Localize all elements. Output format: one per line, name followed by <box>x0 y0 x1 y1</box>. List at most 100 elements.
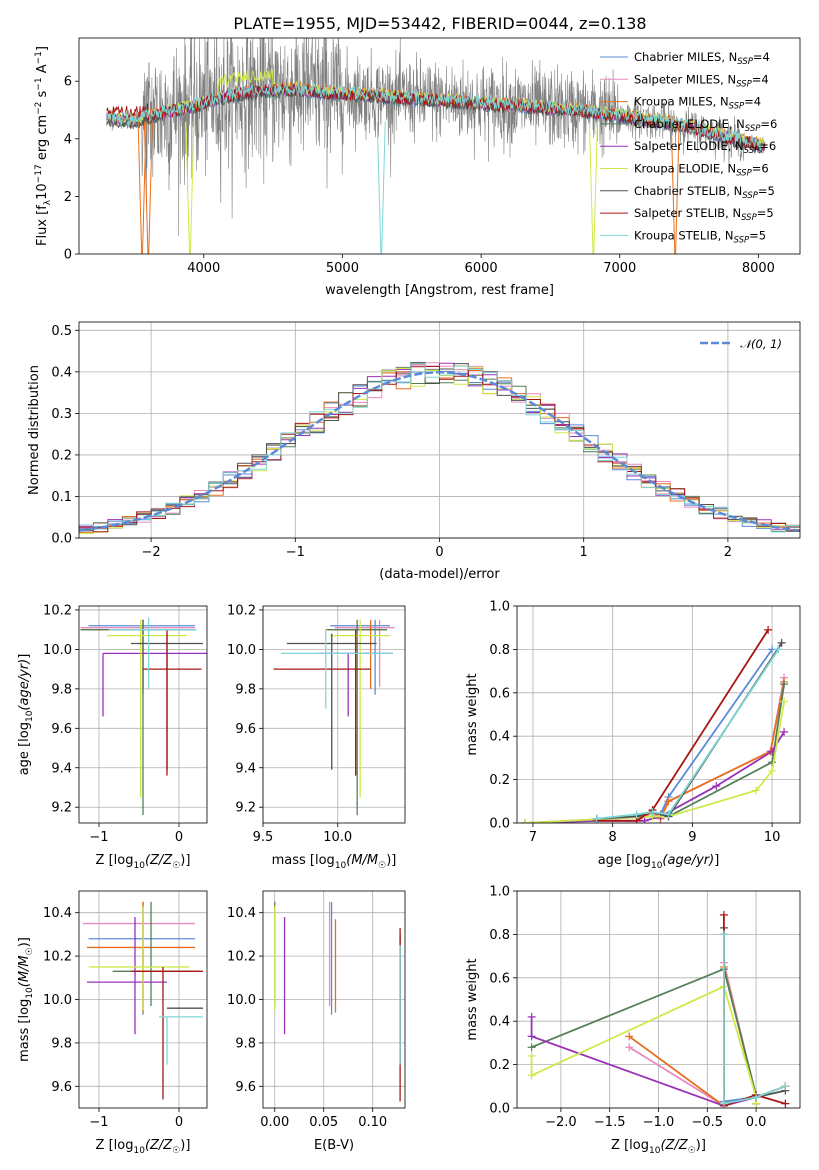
legend-label: Chabrier ELODIE, NSSP=6 <box>634 117 777 134</box>
absorption-dip <box>143 121 153 254</box>
y-label-part: −2 <box>34 102 44 115</box>
label-part: )] <box>696 1138 706 1153</box>
axes-frame <box>262 605 406 824</box>
label-part: )] <box>17 937 32 947</box>
mass-weight-marker <box>625 1032 634 1041</box>
y-tick-label: 10.0 <box>227 643 256 658</box>
mass-weight-marker <box>712 782 721 791</box>
mass-weight-marker <box>664 810 673 819</box>
plot-area <box>520 625 789 823</box>
label-part: ☉ <box>25 947 35 955</box>
y-tick-label: 0.0 <box>51 532 72 547</box>
y-axis-label: mass weight <box>465 673 480 755</box>
label-part: )] <box>180 1138 190 1153</box>
y-label-part: Flux [f <box>35 205 50 246</box>
y-tick-label: 0.4 <box>489 730 510 745</box>
y-label-part: −1 <box>34 77 44 90</box>
legend-sub: SSP <box>744 146 760 156</box>
legend-main: Salpeter ELODIE, N <box>634 139 744 153</box>
y-tick-label: 0 <box>64 248 72 263</box>
y-tick-label: 9.6 <box>51 1080 72 1095</box>
errorbar-point <box>107 619 187 798</box>
label-part: 10 <box>651 861 663 871</box>
x-tick-label: 4000 <box>187 261 220 276</box>
legend-tail: =6 <box>759 139 776 153</box>
x-tick-label: 7 <box>529 830 537 845</box>
legend-main: Kroupa MILES, N <box>634 95 729 109</box>
mass-weight-marker <box>632 810 641 819</box>
normal-curve <box>79 371 798 532</box>
plot-area <box>527 910 790 1108</box>
legend-tail: =6 <box>760 117 777 131</box>
label-part: ☉ <box>688 1146 696 1156</box>
plot-area <box>274 901 401 1102</box>
axes-frame <box>516 605 801 824</box>
x-axis-label: Z [log10(Z/Z☉)] <box>611 1138 706 1156</box>
mass-weight-marker <box>774 645 783 654</box>
legend-label: Kroupa ELODIE, NSSP=6 <box>634 162 769 179</box>
mass-weight-series <box>524 731 785 823</box>
y-label-part: erg cm <box>35 115 50 164</box>
legend-label: Chabrier MILES, NSSP=4 <box>634 50 770 67</box>
label-part: 10 <box>649 1146 661 1156</box>
mass-weight-marker <box>780 727 789 736</box>
y-tick-label: 9.6 <box>235 1080 256 1095</box>
x-tick-label: 10 <box>764 830 781 845</box>
errorbar-point <box>131 966 203 1100</box>
legend-label: Kroupa STELIB, NSSP=5 <box>634 228 766 245</box>
axes-age-vs-mass: 9.5 10.0 9.2 9.4 9.6 9.8 10.0 10.2 mass [log10(M… <box>227 603 406 871</box>
y-tick-label: 0.0 <box>489 1102 510 1117</box>
y-label-part: −17 <box>34 164 44 183</box>
legend-label: Chabrier STELIB, NSSP=5 <box>634 184 775 201</box>
y-tick-label: 1.0 <box>489 600 510 615</box>
y-tick-label: 9.2 <box>51 801 72 816</box>
label-part: Z [log <box>611 1138 649 1153</box>
x-axis-label: age [log10(age/yr)] <box>598 853 720 871</box>
plot-area <box>83 901 203 1100</box>
errorbar-point <box>87 917 167 1035</box>
x-tick-label: 0.00 <box>260 1115 289 1130</box>
y-tick-label: 0.6 <box>489 971 510 986</box>
mass-weight-marker <box>777 638 786 647</box>
x-axis-label: wavelength [Angstrom, rest frame] <box>325 283 554 298</box>
label-part: (M/M <box>17 955 32 987</box>
x-axis-label: Z [log10(Z/Z☉)] <box>96 1138 191 1156</box>
mass-weight-series <box>530 1016 757 1107</box>
absorption-dip <box>137 121 147 254</box>
x-tick-label: 0.10 <box>358 1115 387 1130</box>
mass-weight-marker <box>520 819 529 823</box>
legend-sub: SSP <box>737 57 753 67</box>
mass-weight-series <box>596 642 783 820</box>
x-tick-label: 9 <box>688 830 696 845</box>
y-axis-label: Flux [fλ10−17 erg cm−2 s−1 A−1] <box>34 46 53 246</box>
label-part: 10 <box>25 987 35 999</box>
axes-frame <box>78 890 208 1109</box>
label-part: 10 <box>335 861 347 871</box>
label-part: (age/yr) <box>17 659 32 711</box>
axes-frame <box>262 890 406 1109</box>
mass-weight-marker <box>752 786 761 795</box>
y-tick-label: 9.8 <box>235 1036 256 1051</box>
y-tick-label: 10.0 <box>227 993 256 1008</box>
x-tick-label: −1 <box>286 545 305 560</box>
x-tick-label: 5000 <box>326 261 359 276</box>
y-tick-label: 9.4 <box>235 761 256 776</box>
mass-weight-series <box>524 701 785 823</box>
legend-sub: SSP <box>745 124 761 134</box>
label-part: 10 <box>25 710 35 722</box>
y-tick-label: 10.2 <box>227 950 256 965</box>
x-tick-label: −1.5 <box>594 1115 626 1130</box>
gridlines <box>262 606 405 823</box>
y-tick-label: 9.6 <box>51 722 72 737</box>
errorbar-point <box>112 901 198 1007</box>
axes-mass-vs-Z: −1 09.69.810.010.210.4Z [log10(Z/Z☉)]mass… <box>17 890 208 1156</box>
label-part: Z [log <box>96 1138 134 1153</box>
y-label-part: λ <box>43 199 53 205</box>
x-axis-label: E(B-V) <box>314 1138 354 1153</box>
x-tick-label: −2.0 <box>545 1115 577 1130</box>
errorbar-point <box>327 619 388 816</box>
y-tick-label: 0.5 <box>51 324 72 339</box>
legend-tail: =5 <box>757 206 774 220</box>
